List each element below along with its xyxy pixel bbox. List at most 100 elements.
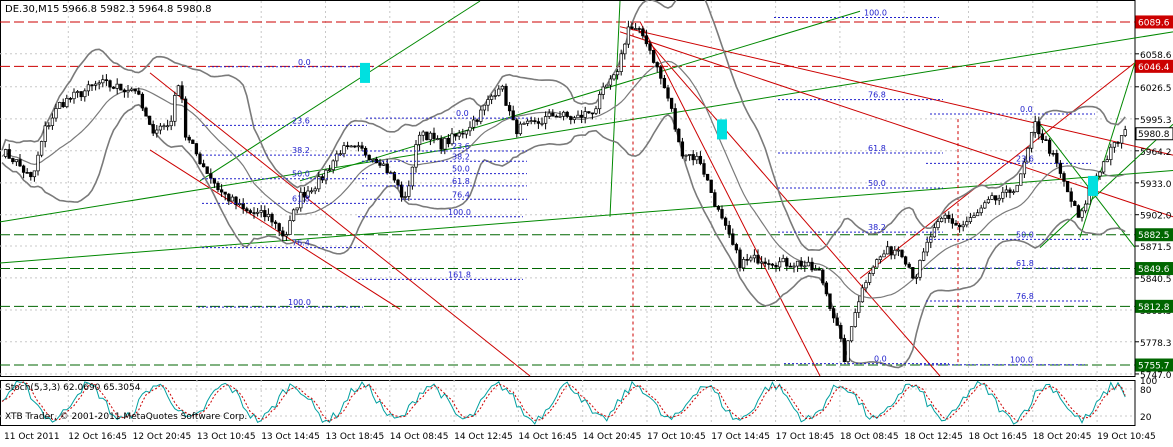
fib-label: 23.6 [292, 116, 310, 125]
candle [630, 26, 634, 29]
candle [720, 209, 724, 219]
candle [515, 119, 519, 135]
fib-label: 76.8 [868, 91, 886, 100]
candle [187, 136, 191, 141]
candle [824, 282, 829, 295]
candle [871, 266, 875, 274]
candle [147, 115, 152, 125]
x-tick-label: 11 Oct 2011 [4, 432, 60, 442]
candle [1069, 191, 1073, 202]
candle [324, 169, 328, 181]
candle [842, 338, 847, 363]
fib-label: 100.0 [864, 8, 887, 17]
candle [155, 129, 159, 134]
fib-label: 0.0 [298, 58, 311, 67]
candle [594, 108, 598, 114]
candle [137, 90, 141, 95]
x-tick-label: 18 Oct 16:45 [969, 432, 1028, 442]
candle [687, 154, 692, 156]
candle [669, 97, 674, 109]
fib-label: 61.8 [1016, 259, 1034, 268]
price-tag [1135, 228, 1173, 242]
x-tick-label: 19 Oct 10:45 [1097, 432, 1156, 442]
trend-line [609, 0, 621, 217]
plot-frame [0, 0, 1136, 377]
trend-line [149, 72, 531, 377]
candle [831, 308, 836, 319]
trend-line [0, 31, 1173, 223]
candle [659, 66, 663, 79]
candle [54, 108, 58, 119]
candle [371, 158, 375, 161]
candle [597, 94, 602, 110]
x-tick-label: 13 Oct 18:45 [326, 432, 385, 442]
x-tick-label: 14 Oct 16:45 [518, 432, 577, 442]
candle [900, 249, 904, 258]
trend-line [149, 149, 401, 310]
candle [651, 49, 656, 63]
candle [1040, 133, 1045, 140]
candle [810, 261, 814, 271]
candle [601, 86, 605, 95]
candle [165, 125, 170, 128]
candle [705, 173, 710, 181]
candle [317, 176, 321, 190]
candle [421, 131, 425, 136]
candle [396, 179, 400, 186]
candle [381, 163, 386, 166]
candle [1037, 121, 1041, 135]
candle [889, 246, 893, 256]
trend-line [299, 10, 861, 182]
trend-line [1039, 123, 1136, 248]
candle [713, 192, 717, 207]
fib-label: 76.4 [452, 190, 470, 199]
candle [738, 249, 742, 269]
candle [399, 184, 404, 198]
candle [795, 260, 800, 267]
candle [947, 214, 951, 219]
candle [507, 105, 512, 112]
candle [579, 114, 584, 118]
candle [763, 261, 767, 264]
candle [799, 260, 803, 267]
candle [533, 120, 537, 122]
candle [540, 122, 544, 125]
candle [565, 111, 569, 117]
candle [1058, 162, 1063, 174]
candle [857, 301, 861, 313]
candle [911, 267, 915, 279]
fib-label: 61.8 [452, 177, 470, 186]
fib-label: 0.0 [874, 355, 887, 364]
candle [702, 163, 706, 175]
candle [453, 133, 458, 137]
candle [774, 264, 778, 268]
candle [551, 112, 555, 117]
candle [122, 89, 127, 93]
x-tick-label: 12 Oct 20:45 [133, 432, 192, 442]
candle [993, 195, 998, 201]
candle [1065, 181, 1070, 193]
candle [558, 115, 562, 118]
candle [950, 218, 955, 224]
candle [410, 166, 415, 187]
candle [435, 138, 440, 140]
candle [1098, 171, 1102, 177]
candle [1123, 129, 1127, 136]
candle [1109, 146, 1113, 160]
candle [162, 125, 166, 128]
fib-label: 0.0 [1020, 105, 1033, 114]
candle [144, 107, 148, 117]
y-tick-label: 5778.3 [1140, 339, 1172, 349]
candle [954, 223, 958, 226]
candle [288, 220, 292, 235]
candle [327, 169, 332, 172]
price-tag-label: 5980.8 [1138, 130, 1170, 140]
candle [662, 77, 667, 89]
x-tick-label: 18 Oct 08:45 [840, 432, 899, 442]
candle [493, 95, 497, 97]
candle [608, 78, 613, 86]
x-tick-label: 17 Oct 10:45 [647, 432, 706, 442]
candle [752, 254, 757, 259]
candle [723, 217, 728, 226]
